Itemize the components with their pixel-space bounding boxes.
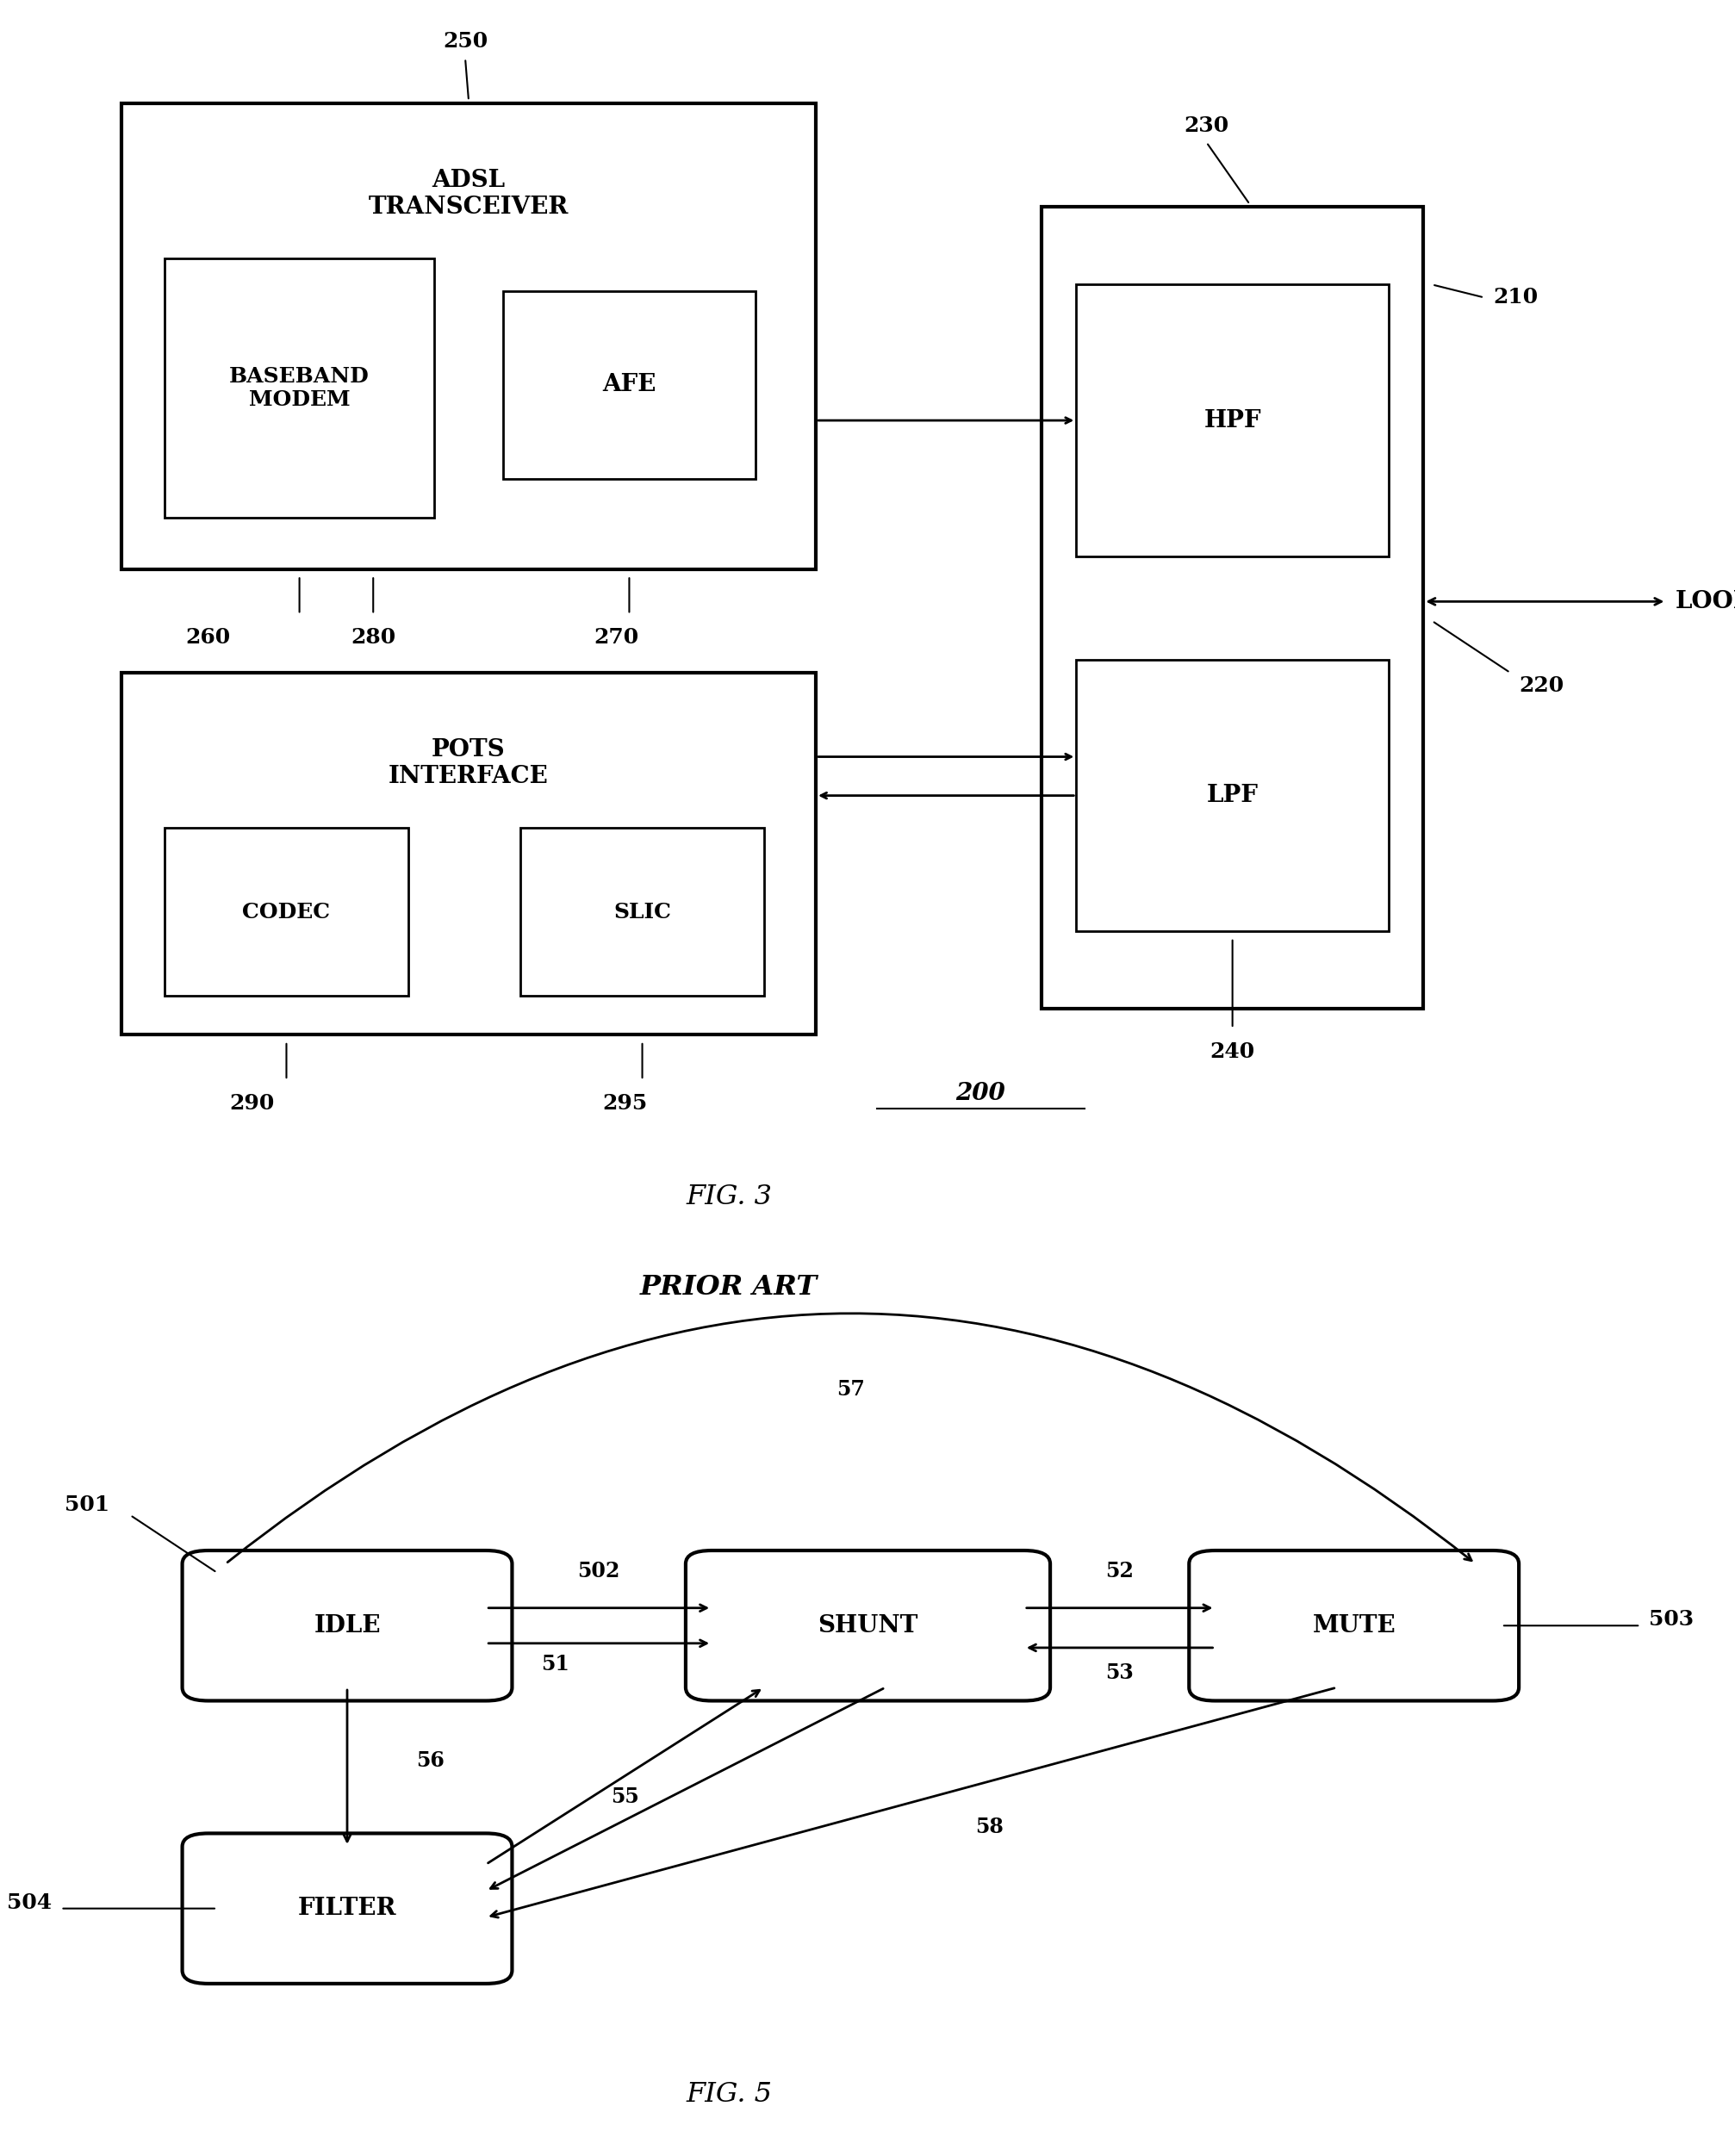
Text: FIG. 3: FIG. 3 bbox=[685, 1184, 772, 1210]
Bar bbox=[165, 259, 434, 517]
Bar bbox=[520, 828, 763, 996]
Text: 220: 220 bbox=[1518, 675, 1563, 696]
Text: 51: 51 bbox=[541, 1654, 569, 1673]
Bar bbox=[165, 828, 408, 996]
FancyBboxPatch shape bbox=[182, 1833, 512, 1984]
Text: POTS
INTERFACE: POTS INTERFACE bbox=[389, 737, 548, 789]
Bar bbox=[121, 103, 815, 569]
Text: LOOP: LOOP bbox=[1674, 591, 1735, 612]
Text: 504: 504 bbox=[7, 1893, 52, 1912]
FancyBboxPatch shape bbox=[685, 1550, 1050, 1701]
Text: MUTE: MUTE bbox=[1312, 1615, 1395, 1636]
Text: 55: 55 bbox=[611, 1785, 638, 1807]
Text: 52: 52 bbox=[1105, 1561, 1133, 1580]
Text: ADSL
TRANSCEIVER: ADSL TRANSCEIVER bbox=[368, 168, 569, 220]
Text: 250: 250 bbox=[442, 30, 488, 52]
Text: AFE: AFE bbox=[602, 373, 656, 397]
Text: 210: 210 bbox=[1492, 287, 1537, 308]
Text: 280: 280 bbox=[350, 627, 396, 649]
Text: 57: 57 bbox=[836, 1380, 864, 1399]
Text: HPF: HPF bbox=[1202, 410, 1261, 431]
Text: 230: 230 bbox=[1183, 114, 1228, 136]
Text: SHUNT: SHUNT bbox=[817, 1615, 918, 1636]
Text: 240: 240 bbox=[1209, 1041, 1254, 1063]
Text: BASEBAND
MODEM: BASEBAND MODEM bbox=[229, 367, 370, 410]
Text: FILTER: FILTER bbox=[298, 1897, 396, 1921]
Text: IDLE: IDLE bbox=[314, 1615, 380, 1636]
Text: 290: 290 bbox=[229, 1093, 274, 1115]
Text: 58: 58 bbox=[975, 1818, 1003, 1837]
Text: 200: 200 bbox=[956, 1082, 1005, 1104]
Text: PRIOR ART: PRIOR ART bbox=[640, 1274, 817, 1300]
Bar bbox=[121, 673, 815, 1035]
Text: 503: 503 bbox=[1648, 1608, 1693, 1630]
Text: 501: 501 bbox=[64, 1494, 109, 1516]
Text: 260: 260 bbox=[186, 627, 231, 649]
Text: 502: 502 bbox=[578, 1561, 619, 1580]
Bar bbox=[1041, 207, 1423, 1009]
Text: CODEC: CODEC bbox=[243, 901, 330, 923]
Text: 295: 295 bbox=[602, 1093, 647, 1115]
Text: 53: 53 bbox=[1105, 1662, 1133, 1684]
Bar bbox=[1076, 285, 1388, 556]
Text: SLIC: SLIC bbox=[612, 901, 671, 923]
FancyBboxPatch shape bbox=[1188, 1550, 1518, 1701]
Bar bbox=[1076, 660, 1388, 931]
FancyBboxPatch shape bbox=[182, 1550, 512, 1701]
Text: 56: 56 bbox=[416, 1751, 444, 1772]
Text: 270: 270 bbox=[593, 627, 638, 649]
Text: LPF: LPF bbox=[1206, 785, 1258, 806]
Text: FIG. 5: FIG. 5 bbox=[685, 2081, 772, 2106]
Bar bbox=[503, 291, 755, 479]
